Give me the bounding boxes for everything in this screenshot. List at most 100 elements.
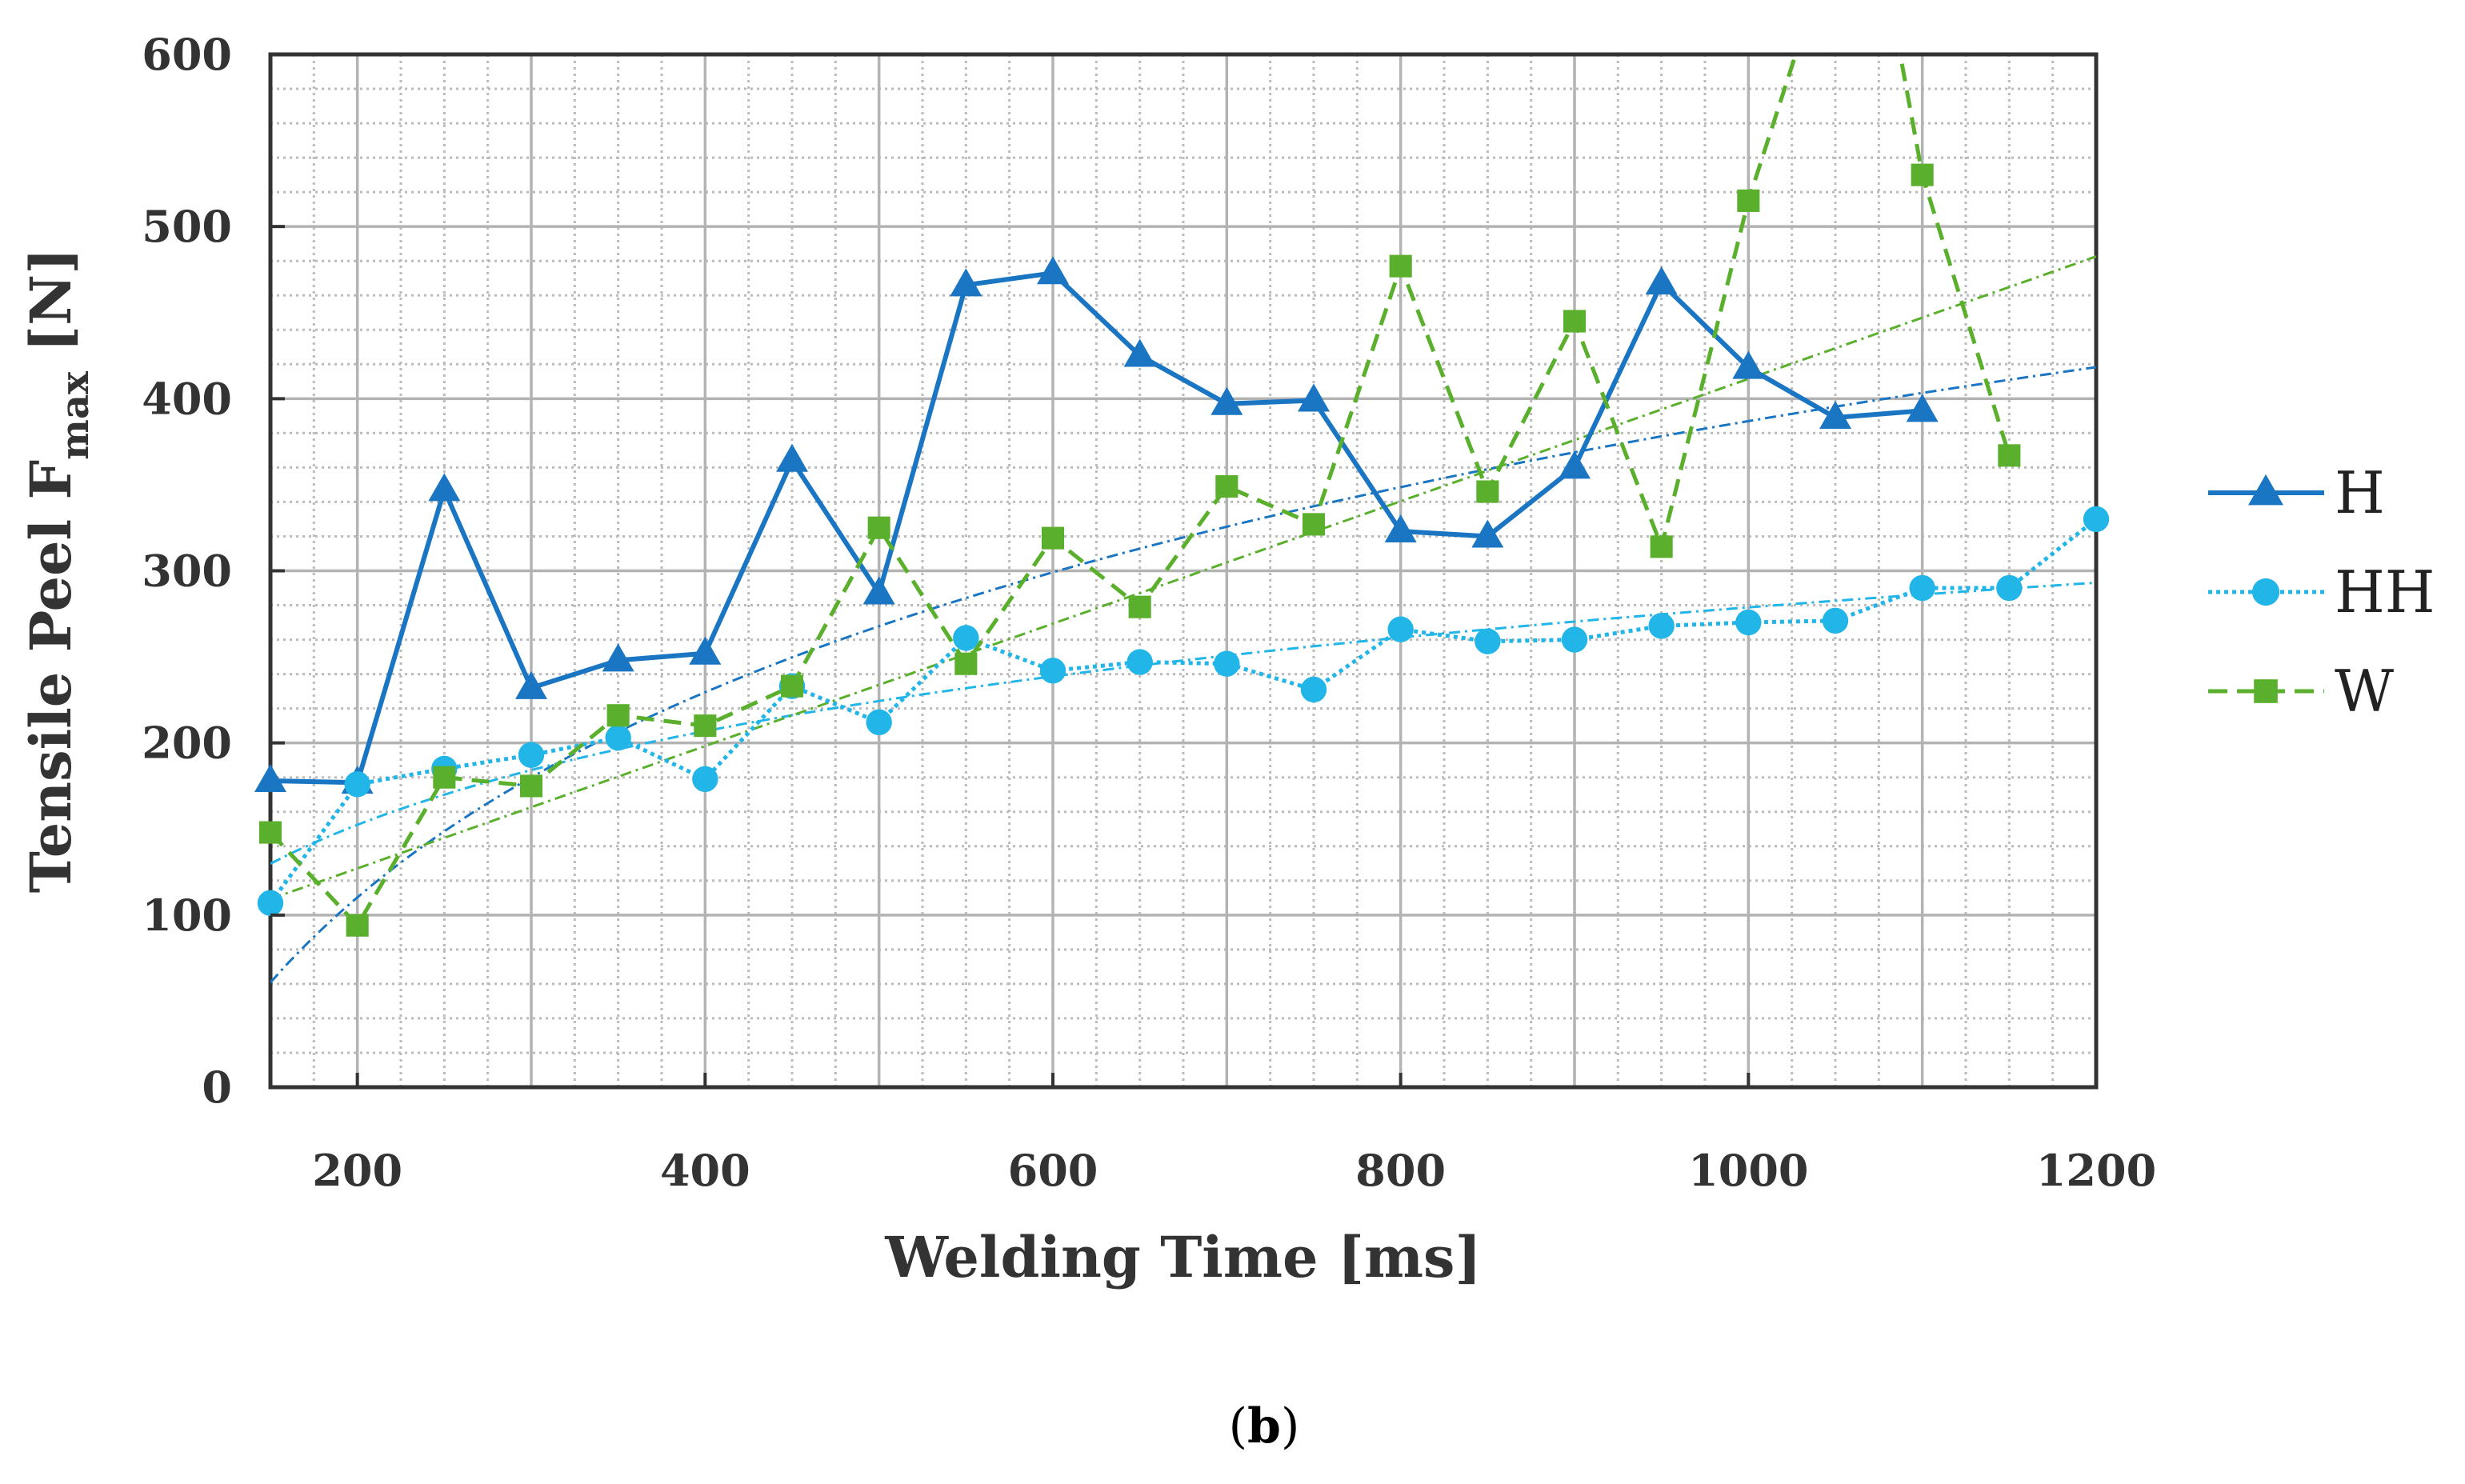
y-tick-label: 400 <box>142 373 232 424</box>
series-line-h <box>270 270 1923 786</box>
legend-label-hh: HH <box>2335 558 2435 626</box>
data-point-hh <box>1475 628 1501 654</box>
data-point-hh <box>1996 574 2023 602</box>
data-point-h <box>950 268 982 297</box>
data-point-w <box>433 766 456 789</box>
data-point-h <box>689 636 722 665</box>
legend-label-h: H <box>2335 459 2385 526</box>
trendline-h <box>270 366 2096 984</box>
y-tick-label: 500 <box>142 201 232 252</box>
legend-marker-w <box>2254 679 2278 703</box>
series-line-hh <box>270 517 2096 905</box>
data-point-w <box>346 914 369 937</box>
major-grid <box>270 54 2096 1087</box>
data-point-hh <box>1648 613 1675 639</box>
data-point-hh <box>344 771 370 798</box>
data-point-w <box>867 516 890 539</box>
x-tick-label: 1200 <box>2036 1145 2156 1196</box>
data-point-hh <box>1126 649 1153 675</box>
y-tick-label: 0 <box>202 1062 232 1113</box>
data-point-w <box>1737 189 1760 212</box>
x-axis-title: Welding Time [ms] <box>884 1224 1481 1290</box>
data-point-h <box>1471 519 1504 548</box>
data-point-w <box>1911 163 1934 186</box>
data-point-w <box>1128 595 1151 618</box>
y-tick-label: 100 <box>142 890 232 941</box>
x-tick-label: 400 <box>660 1145 750 1196</box>
data-point-w <box>519 774 543 798</box>
y-axis-title: Tensile Peel Fmax [N] <box>18 248 98 894</box>
data-point-h <box>1559 450 1591 479</box>
legend-marker-hh <box>2251 578 2280 606</box>
data-point-hh <box>1214 650 1240 677</box>
x-tick-label: 600 <box>1008 1145 1098 1196</box>
data-point-h <box>1123 338 1156 367</box>
y-tick-label: 200 <box>142 718 232 769</box>
caption-open-paren: ( <box>1229 1398 1247 1454</box>
data-point-hh <box>1300 676 1327 703</box>
data-point-w <box>1476 480 1499 503</box>
data-point-hh <box>257 890 284 916</box>
y-tick-label: 300 <box>142 546 232 597</box>
caption-label: b <box>1247 1398 1281 1454</box>
data-point-w <box>1389 254 1412 278</box>
data-point-hh <box>866 709 892 736</box>
legend-marker-h <box>2248 474 2283 506</box>
series-line-w <box>270 54 2011 928</box>
caption-close-paren: ) <box>1281 1398 1299 1454</box>
data-point-h <box>254 764 286 793</box>
trend-lines <box>270 255 2096 984</box>
data-point-w <box>1563 310 1587 333</box>
y-axis-ticks: 0 100 200 300 400 500 600 <box>142 29 285 1113</box>
data-point-w <box>1041 526 1065 550</box>
x-axis-ticks: 200 400 600 800 1000 1200 <box>312 1073 2156 1196</box>
data-point-h <box>1645 266 1678 295</box>
data-point-hh <box>1561 626 1588 653</box>
data-point-h <box>776 443 808 472</box>
data-point-w <box>1215 475 1239 498</box>
data-point-h <box>515 670 547 699</box>
data-point-h <box>1210 386 1243 415</box>
y-axis-title-main: Tensile Peel F <box>18 460 84 893</box>
data-point-w <box>954 652 978 675</box>
x-tick-label: 200 <box>312 1145 402 1196</box>
data-point-hh <box>518 742 545 768</box>
trendline-w <box>270 255 2096 901</box>
data-point-h <box>1906 394 1939 422</box>
data-point-w <box>1998 444 2021 467</box>
data-point-hh <box>1387 616 1414 642</box>
data-point-w <box>1650 535 1673 558</box>
data-point-h <box>1037 256 1069 285</box>
data-point-h <box>1819 401 1851 430</box>
y-tick-label: 600 <box>142 29 232 80</box>
data-point-hh <box>605 725 631 751</box>
data-point-hh <box>2083 506 2110 533</box>
data-point-hh <box>1909 574 1935 602</box>
data-point-w <box>1302 513 1326 536</box>
data-point-w <box>694 714 717 738</box>
data-point-hh <box>692 766 718 793</box>
y-axis-title-subscript: max <box>53 371 98 460</box>
data-point-hh <box>953 625 979 651</box>
data-point-h <box>1384 514 1417 543</box>
figure-caption: (b) <box>1229 1398 1300 1454</box>
data-point-hh <box>1735 609 1762 636</box>
data-point-h <box>1298 383 1330 412</box>
data-point-h <box>862 576 895 605</box>
x-tick-label: 800 <box>1355 1145 1446 1196</box>
legend-label-w: W <box>2335 658 2394 725</box>
data-point-hh <box>1039 658 1066 684</box>
data-point-h <box>428 473 461 502</box>
data-point-w <box>258 821 282 844</box>
y-axis-title-unit: [N] <box>18 248 84 372</box>
series-markers <box>254 163 2110 937</box>
data-point-h <box>1732 350 1765 379</box>
data-point-h <box>602 643 634 672</box>
data-point-w <box>606 704 630 727</box>
data-point-hh <box>1822 607 1849 634</box>
x-tick-label: 1000 <box>1688 1145 1808 1196</box>
data-point-w <box>780 674 804 698</box>
series-lines <box>270 54 2096 928</box>
